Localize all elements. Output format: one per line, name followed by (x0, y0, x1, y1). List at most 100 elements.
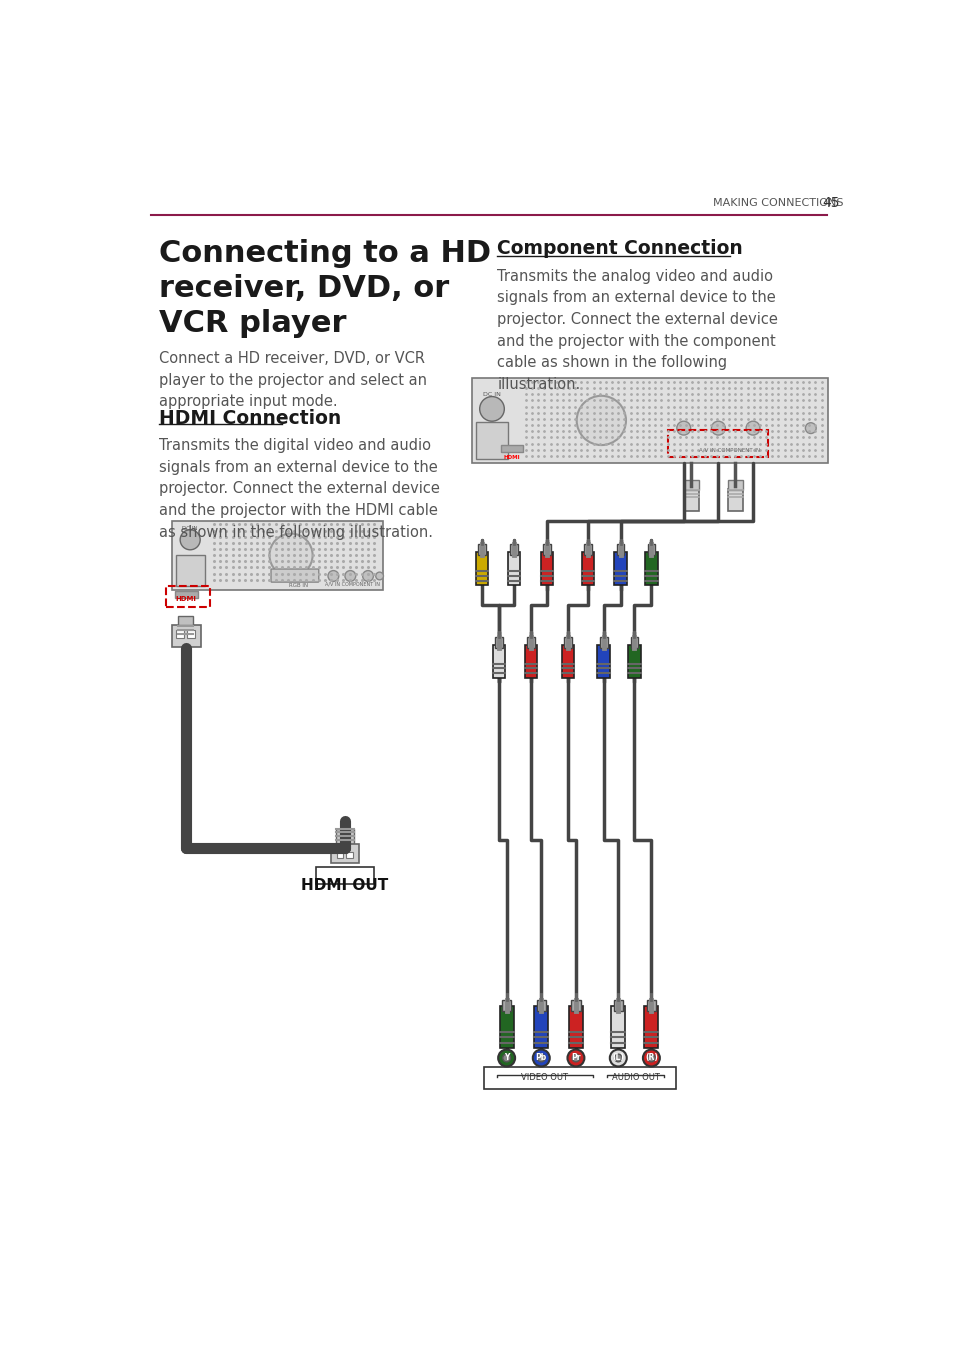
Text: Component Connection: Component Connection (497, 240, 742, 259)
Bar (476, 552, 488, 585)
FancyBboxPatch shape (271, 569, 318, 582)
Bar (540, 552, 552, 585)
Text: VIDEO OUT: VIDEO OUT (520, 1072, 568, 1082)
Circle shape (502, 1055, 510, 1062)
Bar (571, 1001, 580, 1011)
Bar (524, 645, 537, 677)
Bar (644, 1006, 658, 1048)
Circle shape (537, 1055, 544, 1062)
Bar (561, 645, 574, 677)
Text: HDMI Connection: HDMI Connection (158, 409, 340, 428)
Circle shape (614, 1055, 621, 1062)
Text: DC IN: DC IN (482, 391, 500, 397)
Bar (172, 520, 383, 590)
Bar (683, 481, 699, 490)
Bar (172, 626, 201, 647)
Text: Pb: Pb (535, 1053, 546, 1063)
Circle shape (479, 397, 504, 421)
Bar (568, 1006, 582, 1048)
Bar (727, 489, 742, 510)
Circle shape (375, 573, 383, 580)
Bar (584, 544, 592, 555)
Text: A/V IN COMPONENT IN: A/V IN COMPONENT IN (699, 447, 760, 452)
Bar (581, 552, 594, 585)
Bar (630, 636, 638, 647)
Bar (336, 853, 343, 858)
Bar (616, 544, 624, 555)
Text: Connect a HD receiver, DVD, or VCR
player to the projector and select an
appropr: Connect a HD receiver, DVD, or VCR playe… (158, 351, 426, 409)
Circle shape (567, 1049, 584, 1067)
Circle shape (647, 1055, 655, 1062)
Bar (175, 555, 205, 586)
Bar (315, 867, 374, 884)
Bar (187, 630, 194, 638)
Bar (500, 445, 522, 452)
Bar (508, 552, 520, 585)
Bar (510, 544, 517, 555)
Bar (614, 552, 626, 585)
Text: Transmits the analog video and audio
signals from an external device to the
proj: Transmits the analog video and audio sig… (497, 268, 778, 391)
Bar (331, 844, 358, 864)
Circle shape (577, 395, 625, 445)
Bar (534, 1006, 548, 1048)
Bar (564, 636, 572, 647)
Bar (477, 544, 485, 555)
Bar (727, 481, 742, 490)
Bar (166, 586, 210, 607)
Text: HDMI OUT: HDMI OUT (301, 877, 388, 892)
Text: Connecting to a HD
receiver, DVD, or
VCR player: Connecting to a HD receiver, DVD, or VCR… (158, 240, 490, 338)
Circle shape (533, 1049, 549, 1067)
Text: HDMI: HDMI (175, 596, 195, 603)
Circle shape (497, 1049, 515, 1067)
Bar (537, 1001, 545, 1011)
Bar (483, 1067, 676, 1089)
Bar (668, 429, 767, 456)
Circle shape (804, 422, 816, 433)
Bar (493, 645, 504, 677)
Text: HDMI: HDMI (503, 455, 519, 460)
Text: DC IN: DC IN (182, 525, 197, 531)
Circle shape (362, 570, 373, 581)
Bar (527, 636, 535, 647)
Bar (644, 552, 657, 585)
Bar (499, 1006, 513, 1048)
Circle shape (745, 421, 760, 435)
Circle shape (642, 1049, 659, 1067)
Text: 45: 45 (821, 195, 839, 210)
Bar (501, 1001, 511, 1011)
Bar (597, 645, 609, 677)
Bar (177, 616, 193, 626)
Text: (L): (L) (612, 1053, 623, 1063)
Circle shape (328, 570, 338, 581)
Circle shape (345, 570, 355, 581)
Bar (611, 1006, 624, 1048)
Bar (613, 1001, 622, 1011)
Text: AUDIO OUT: AUDIO OUT (611, 1072, 659, 1082)
Text: Transmits the digital video and audio
signals from an external device to the
pro: Transmits the digital video and audio si… (158, 439, 439, 539)
Circle shape (609, 1049, 626, 1067)
Text: Pr: Pr (571, 1053, 580, 1063)
Bar (476, 422, 508, 459)
Text: A/V IN COMPONENT IN: A/V IN COMPONENT IN (325, 582, 379, 588)
Circle shape (180, 529, 200, 550)
Bar (174, 592, 197, 597)
Text: RGB IN: RGB IN (289, 582, 308, 588)
Bar (646, 1001, 656, 1011)
Text: Y: Y (503, 1053, 509, 1063)
Bar (542, 544, 550, 555)
Circle shape (269, 533, 313, 577)
Bar (599, 636, 607, 647)
Text: MAKING CONNECTIONS: MAKING CONNECTIONS (712, 198, 842, 207)
Bar (683, 489, 699, 510)
Bar (346, 853, 353, 858)
Circle shape (572, 1055, 579, 1062)
Bar (647, 544, 655, 555)
Bar (335, 829, 354, 844)
Circle shape (676, 421, 690, 435)
Bar (495, 636, 502, 647)
Bar (472, 378, 827, 463)
Bar (176, 630, 184, 638)
Bar (628, 645, 640, 677)
Text: (R): (R) (644, 1053, 658, 1063)
Circle shape (711, 421, 724, 435)
